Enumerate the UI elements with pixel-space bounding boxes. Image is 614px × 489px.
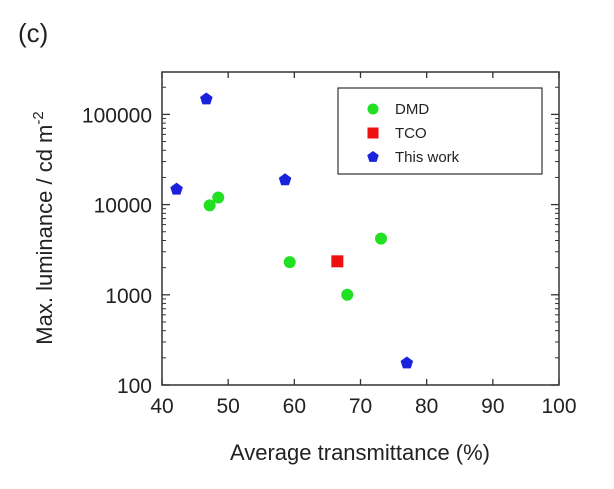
legend: DMD TCO This work — [337, 87, 543, 175]
point-circle-0-0 — [203, 199, 216, 212]
y-tick-label: 1000 — [105, 285, 152, 308]
panel-label: (c) — [18, 18, 48, 48]
data-points — [170, 92, 414, 369]
x-axis-title: Average transmittance (%) — [230, 440, 490, 465]
x-tick-label: 80 — [415, 395, 438, 418]
point-pentagon-2-3 — [400, 356, 414, 369]
legend-label: TCO — [395, 125, 427, 142]
legend-items: DMD TCO This work — [367, 101, 460, 166]
x-tick-label: 40 — [150, 395, 173, 418]
legend-marker — [367, 103, 379, 115]
point-circle-0-1 — [212, 191, 225, 204]
point-circle-0-2 — [283, 256, 296, 269]
y-tick-label: 100000 — [82, 104, 152, 127]
y-tick-label: 10000 — [94, 195, 152, 218]
x-tick-label: 100 — [541, 395, 576, 418]
x-tick-label: 70 — [349, 395, 372, 418]
y-axis-title-superscript: -2 — [30, 111, 47, 124]
point-circle-0-4 — [375, 232, 388, 245]
legend-marker — [367, 127, 379, 139]
y-axis-title: Max. luminance / cd m-2 — [30, 111, 57, 344]
legend-label: DMD — [395, 101, 429, 118]
tick-labels: 40 50 60 70 80 90 100 100 1000 10000 100000 — [82, 104, 577, 418]
point-circle-0-3 — [341, 288, 354, 301]
point-square-1-0 — [331, 255, 344, 268]
axis-ticks — [161, 72, 560, 386]
x-tick-label: 60 — [283, 395, 306, 418]
y-tick-label: 100 — [117, 375, 152, 398]
legend-label: This work — [395, 149, 460, 166]
y-axis-title-main: Max. luminance / cd m — [32, 125, 57, 345]
point-pentagon-2-1 — [200, 92, 213, 105]
point-pentagon-2-0 — [170, 182, 183, 195]
point-pentagon-2-2 — [278, 173, 292, 186]
x-tick-label: 90 — [481, 395, 504, 418]
x-tick-label: 50 — [216, 395, 239, 418]
legend-marker — [367, 150, 379, 162]
